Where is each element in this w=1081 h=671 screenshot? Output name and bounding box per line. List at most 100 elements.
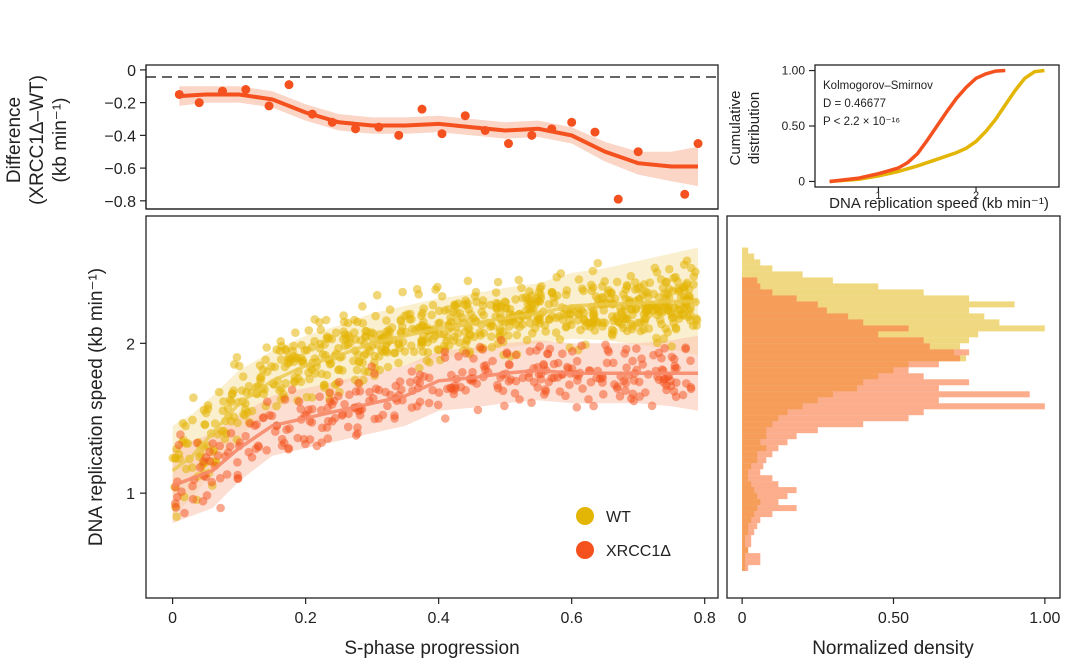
xrcc1-point	[433, 400, 443, 410]
wt-point	[200, 420, 210, 430]
wt-point	[551, 328, 561, 337]
xrcc1-point	[344, 409, 353, 419]
wt-point	[255, 373, 265, 383]
density-bar-xrcc1	[742, 367, 909, 374]
wt-point	[367, 334, 377, 343]
difference-point	[680, 189, 690, 199]
cumulative-frame	[814, 64, 1060, 188]
difference-ytick-label: 0	[127, 63, 136, 80]
wt-point	[544, 300, 554, 309]
xrcc1-point	[207, 477, 217, 487]
wt-point	[298, 356, 308, 365]
density-bar-xrcc1	[742, 457, 767, 464]
difference-point	[547, 124, 557, 134]
wt-point	[227, 397, 236, 407]
legend-label-xrcc1: XRCC1Δ	[606, 543, 671, 560]
difference-point	[327, 117, 337, 127]
xrcc1-point	[233, 458, 242, 467]
xrcc1-point	[629, 376, 639, 385]
density-bar-wt	[742, 265, 773, 272]
difference-point	[241, 85, 251, 95]
difference-point	[284, 80, 294, 90]
density-bar-xrcc1	[742, 451, 773, 458]
density-bar-xrcc1	[742, 511, 773, 518]
xrcc1-point	[515, 395, 524, 404]
xrcc1-point	[277, 441, 287, 450]
wt-point	[322, 332, 332, 341]
wt-point	[622, 282, 632, 291]
wt-point	[382, 316, 391, 325]
density-bar-xrcc1	[742, 343, 930, 350]
xrcc1-point	[615, 392, 625, 401]
wt-point	[692, 314, 701, 323]
wt-point	[428, 300, 438, 310]
xrcc1-point	[620, 349, 629, 358]
cumulative-xtick-label: 2	[973, 190, 979, 202]
ks-test-name: Kolmogorov–Smirnov	[823, 80, 933, 92]
density-bar-wt	[742, 259, 761, 266]
xrcc1-point	[686, 382, 696, 392]
wt-point	[463, 276, 473, 286]
wt-point	[276, 337, 286, 346]
xrcc1-point	[334, 377, 344, 387]
wt-point	[609, 327, 618, 336]
density-xtick-label: 1.00	[1029, 610, 1060, 627]
xrcc1-point	[502, 348, 512, 357]
xrcc1-point	[424, 398, 434, 408]
xrcc1-point	[610, 380, 619, 389]
wt-point	[478, 301, 488, 310]
xrcc1-point	[549, 359, 559, 369]
difference-point	[527, 130, 537, 140]
wt-point	[431, 285, 440, 294]
xrcc1-point	[213, 451, 223, 460]
wt-point	[645, 278, 655, 288]
xrcc1-point	[586, 377, 596, 387]
difference-ytick-label: −0.2	[104, 96, 136, 113]
difference-point	[590, 127, 600, 137]
xrcc1-point	[662, 385, 671, 395]
main-scatter-panel: DNA replication speed (kb min⁻¹) 0 0.2 0.4…	[86, 215, 719, 659]
wt-point	[331, 328, 341, 338]
density-bar-xrcc1	[742, 469, 761, 476]
wt-point	[281, 346, 291, 355]
xrcc1-point	[654, 348, 664, 358]
xrcc1-point	[277, 434, 287, 444]
cumulative-ytick-label: 0.50	[782, 119, 806, 133]
wt-point	[316, 325, 326, 335]
wt-point	[415, 363, 424, 373]
xrcc1-point	[647, 401, 657, 411]
xrcc1-point	[493, 380, 502, 390]
wt-point	[304, 326, 314, 335]
xrcc1-point	[609, 358, 618, 368]
wt-point	[418, 336, 427, 346]
wt-point	[397, 327, 406, 336]
xrcc1-point	[511, 376, 521, 386]
wt-point	[652, 333, 661, 343]
density-bar-xrcc1	[742, 337, 924, 344]
xrcc1-point	[188, 494, 198, 504]
xrcc1-point	[280, 395, 290, 404]
xrcc1-point	[307, 404, 317, 414]
xrcc1-point	[478, 345, 488, 354]
wt-point	[382, 348, 392, 357]
density-bar-xrcc1	[742, 409, 924, 416]
density-bar-xrcc1	[742, 313, 849, 320]
wt-point	[522, 335, 532, 345]
difference-point	[503, 139, 513, 149]
xrcc1-point	[263, 397, 272, 407]
xrcc1-point	[383, 401, 392, 411]
cumulative-axes-ticks: 0 0.50 1.00 1 2	[782, 64, 979, 202]
wt-point	[430, 331, 440, 341]
xrcc1-point	[176, 430, 185, 439]
difference-ylabel-line3: (kb min⁻¹)	[50, 98, 71, 183]
xrcc1-point	[473, 405, 483, 415]
density-bar-wt	[742, 277, 833, 284]
wt-point	[189, 393, 198, 403]
density-xtick-label: 0	[738, 610, 747, 627]
xrcc1-point	[443, 384, 452, 394]
xrcc1-point	[564, 364, 573, 373]
cumulative-panel: Cumulative distribution 0 0.50 1.00 1 2 Kolm…	[727, 64, 1060, 212]
wt-point	[326, 359, 336, 368]
density-bars	[742, 247, 1045, 571]
wt-point	[371, 311, 380, 321]
